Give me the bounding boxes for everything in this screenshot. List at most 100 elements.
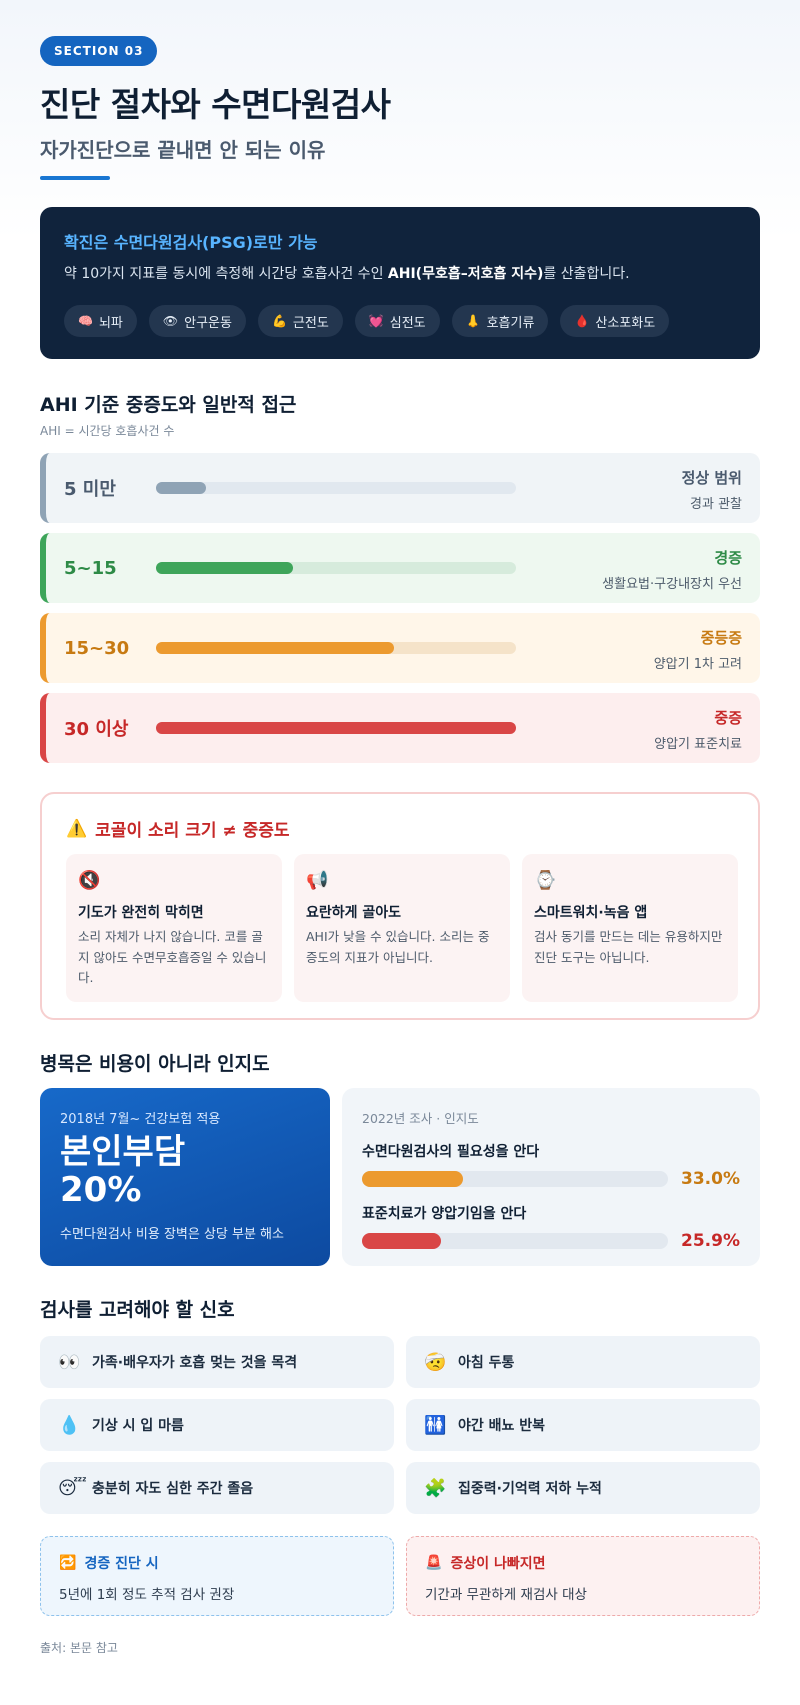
awareness-value: 25.9%: [681, 1231, 740, 1251]
severity-note: 양압기 1차 고려: [653, 657, 742, 672]
severity-note: 생활요법·구강내장치 우선: [602, 577, 742, 592]
severity-row-moderate: 15~30 중등증 양압기 1차 고려: [40, 613, 760, 683]
awareness-label: 수면다원검사의 필요성을 안다: [362, 1144, 540, 1160]
ahi-section-subtitle: AHI = 시간당 호흡사건 수: [40, 424, 175, 438]
chip-label: 심전도: [389, 315, 426, 331]
severity-name: 중증: [714, 709, 742, 727]
severity-bar: [156, 482, 207, 494]
chip-emg: 💪 근전도: [257, 305, 343, 337]
copay-big-line2: 20%: [60, 1170, 142, 1211]
puzzle-icon: 🧩: [424, 1477, 447, 1499]
heart-icon: 💓: [368, 314, 384, 328]
severity-info: 경증 생활요법·구강내장치 우선: [602, 547, 742, 592]
title-underline: [40, 176, 110, 180]
warning-card: 🔇 기도가 완전히 막히면 소리 자체가 나지 않습니다. 코를 골지 않아도 …: [66, 854, 282, 1002]
severity-track: [156, 642, 516, 654]
awareness-bar: [362, 1171, 463, 1187]
signal-item: 🤕 아침 두통: [406, 1336, 760, 1388]
warning-card-title: 기도가 완전히 막히면: [78, 905, 204, 921]
snore-warning-title-text: 코골이 소리 크기 ≠ 중증도: [95, 821, 290, 841]
signal-label: 야간 배뇨 반복: [458, 1418, 546, 1434]
megaphone-icon: 📢: [306, 870, 329, 891]
warning-card-desc: 소리 자체가 나지 않습니다. 코를 골지 않아도 수면무호흡증일 수 있습니다…: [78, 929, 267, 986]
signal-label: 아침 두통: [458, 1355, 515, 1371]
awareness-bar-row: 25.9%: [362, 1231, 740, 1251]
severity-range: 30 이상: [64, 719, 129, 740]
snore-warning-cards: 🔇 기도가 완전히 막히면 소리 자체가 나지 않습니다. 코를 골지 않아도 …: [66, 854, 738, 1002]
warning-card-title: 스마트워치·녹음 앱: [534, 905, 648, 921]
severity-name: 경증: [714, 549, 742, 567]
awareness-bar: [362, 1233, 442, 1249]
worsening-note: 🚨 증상이 나빠지면 기간과 무관하게 재검사 대상: [406, 1536, 760, 1616]
signal-item: 👀 가족·배우자가 호흡 멎는 것을 목격: [40, 1336, 394, 1388]
signal-item: 😴 충분히 자도 심한 주간 졸음: [40, 1462, 394, 1514]
copay-big-line1: 본인부담: [60, 1132, 186, 1172]
psg-card: 확진은 수면다원검사(PSG)로만 가능 약 10가지 지표를 동시에 측정해 …: [40, 207, 760, 359]
signal-item: 🚻 야간 배뇨 반복: [406, 1399, 760, 1451]
psg-card-desc: 약 10가지 지표를 동시에 측정해 시간당 호흡사건 수인 AHI(무호흡–저…: [64, 263, 736, 283]
chip-label: 안구운동: [184, 315, 232, 331]
worse-note-title: 🚨 증상이 나빠지면: [425, 1553, 741, 1573]
chip-spo2: 🩸 산소포화도: [560, 305, 670, 337]
severity-track: [156, 562, 516, 574]
severity-name: 중등증: [700, 629, 742, 647]
warning-card: ⌚ 스마트워치·녹음 앱 검사 동기를 만드는 데는 유용하지만 진단 도구는 …: [522, 854, 738, 1002]
chip-label: 호흡기류: [486, 315, 535, 331]
repeat-icon: 🔁: [59, 1555, 77, 1571]
awareness-track: [362, 1233, 668, 1249]
psg-metric-chips: 🧠 뇌파 👁 안구운동 💪 근전도 💓 심전도 👃 호흡기류 🩸 산소포화도: [64, 305, 736, 337]
signal-label: 가족·배우자가 호흡 멎는 것을 목격: [92, 1355, 298, 1371]
mild-followup-note: 🔁 경증 진단 시 5년에 1회 정도 추적 검사 권장: [40, 1536, 394, 1616]
eyes-icon: 👀: [58, 1351, 81, 1373]
severity-row-mild: 5~15 경증 생활요법·구강내장치 우선: [40, 533, 760, 603]
severity-name: 정상 범위: [681, 469, 742, 487]
watch-icon: ⌚: [534, 870, 557, 891]
severity-track: [156, 482, 516, 494]
psg-desc-pre: 약 10가지 지표를 동시에 측정해 시간당 호흡사건 수인: [64, 266, 388, 282]
worse-note-desc: 기간과 무관하게 재검사 대상: [425, 1587, 587, 1603]
awareness-row: 표준치료가 양압기임을 안다 25.9%: [362, 1203, 740, 1251]
snore-warning-title: ⚠️ 코골이 소리 크기 ≠ 중증도: [66, 816, 290, 842]
siren-icon: 🚨: [425, 1555, 443, 1571]
water-drop-icon: 💧: [58, 1414, 81, 1436]
signals-section-title: 검사를 고려해야 할 신호: [40, 1299, 235, 1321]
signal-item: 🧩 집중력·기억력 저하 누적: [406, 1462, 760, 1514]
chip-label: 뇌파: [98, 315, 123, 331]
insurance-note: 수면다원검사 비용 장벽은 상당 부분 해소: [60, 1227, 284, 1243]
awareness-kicker: 2022년 조사 · 인지도: [362, 1111, 479, 1126]
chip-airflow: 👃 호흡기류: [451, 305, 549, 337]
severity-bar: [156, 642, 394, 654]
severity-bar: [156, 562, 293, 574]
awareness-track: [362, 1171, 668, 1187]
section-pill: SECTION 03: [40, 36, 158, 66]
headache-face-icon: 🤕: [424, 1351, 447, 1373]
page-title: 진단 절차와 수면다원검사: [40, 85, 391, 124]
ahi-section-title: AHI 기준 중증도와 일반적 접근: [40, 394, 297, 416]
brain-icon: 🧠: [78, 314, 93, 328]
severity-note: 경과 관찰: [690, 497, 742, 512]
severity-row-normal: 5 미만 정상 범위 경과 관찰: [40, 453, 760, 523]
warning-card-desc: 검사 동기를 만드는 데는 유용하지만 진단 도구는 아닙니다.: [534, 929, 723, 965]
mild-note-title-text: 경증 진단 시: [84, 1556, 159, 1572]
chip-ecg: 💓 심전도: [354, 305, 440, 337]
severity-range: 15~30: [64, 637, 130, 659]
signal-label: 충분히 자도 심한 주간 졸음: [92, 1481, 254, 1497]
source-note: 출처: 본문 참고: [40, 1641, 118, 1655]
awareness-value: 33.0%: [681, 1169, 740, 1189]
sleepy-face-icon: 😴: [58, 1477, 87, 1499]
signal-item: 💧 기상 시 입 마름: [40, 1399, 394, 1451]
awareness-row: 수면다원검사의 필요성을 안다 33.0%: [362, 1141, 740, 1189]
severity-track: [156, 722, 516, 734]
chip-label: 산소포화도: [595, 315, 656, 331]
warning-icon: ⚠️: [66, 818, 88, 839]
warning-card-title: 요란하게 골아도: [306, 905, 402, 921]
worse-note-title-text: 증상이 나빠지면: [450, 1556, 546, 1572]
psg-desc-post: 를 산출합니다.: [543, 266, 630, 282]
muscle-icon: 💪: [271, 314, 287, 328]
severity-range: 5~15: [64, 557, 117, 579]
insurance-kicker: 2018년 7월~ 건강보험 적용: [60, 1112, 221, 1127]
insurance-card: 2018년 7월~ 건강보험 적용 본인부담 20% 수면다원검사 비용 장벽은…: [40, 1088, 330, 1266]
psg-card-title: 확진은 수면다원검사(PSG)로만 가능: [64, 233, 318, 252]
severity-info: 중증 양압기 표준치료: [654, 707, 742, 752]
severity-bar: [156, 722, 516, 734]
